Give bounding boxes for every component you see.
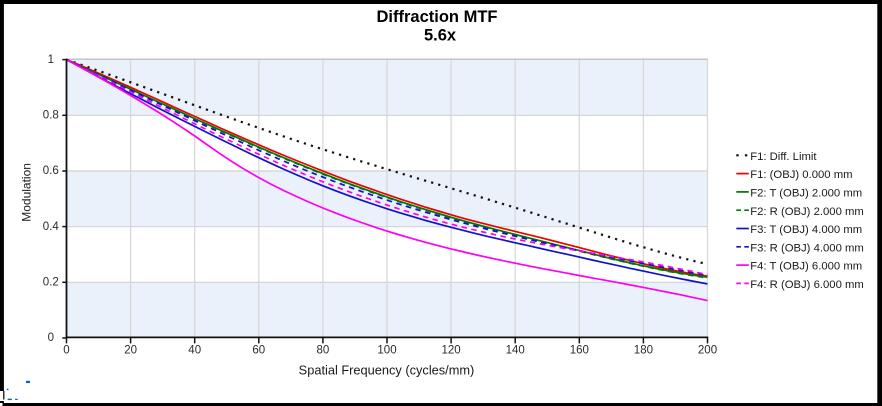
svg-text:Modulation: Modulation — [20, 163, 34, 222]
svg-text:F1: (OBJ) 0.000 mm: F1: (OBJ) 0.000 mm — [750, 169, 852, 181]
svg-text:0: 0 — [48, 332, 54, 344]
svg-text:200: 200 — [698, 344, 717, 356]
svg-text:F3: T (OBJ) 4.000 mm: F3: T (OBJ) 4.000 mm — [750, 224, 862, 236]
svg-text:5.6x: 5.6x — [424, 27, 457, 45]
svg-text:60: 60 — [252, 344, 265, 356]
svg-text:F1: Diff. Limit: F1: Diff. Limit — [750, 151, 817, 163]
svg-text:0: 0 — [63, 344, 69, 356]
svg-text:0.8: 0.8 — [43, 110, 59, 122]
svg-text:120: 120 — [442, 344, 461, 356]
svg-text:F2: T (OBJ) 2.000 mm: F2: T (OBJ) 2.000 mm — [750, 188, 862, 200]
svg-text:F2: R (OBJ) 2.000 mm: F2: R (OBJ) 2.000 mm — [750, 206, 864, 218]
svg-text:20: 20 — [124, 344, 137, 356]
svg-text:F3: R (OBJ) 4.000 mm: F3: R (OBJ) 4.000 mm — [750, 242, 864, 254]
svg-text:40: 40 — [188, 344, 201, 356]
svg-text:100: 100 — [377, 344, 396, 356]
svg-text:0.4: 0.4 — [43, 221, 60, 233]
svg-text:0.2: 0.2 — [43, 277, 59, 289]
svg-text:F4: R (OBJ) 6.000 mm: F4: R (OBJ) 6.000 mm — [750, 279, 864, 291]
svg-text:160: 160 — [570, 344, 589, 356]
svg-text:1: 1 — [48, 54, 54, 66]
svg-text:Spatial Frequency (cycles/mm): Spatial Frequency (cycles/mm) — [299, 363, 475, 378]
svg-text:180: 180 — [634, 344, 653, 356]
svg-text:140: 140 — [506, 344, 525, 356]
svg-text:80: 80 — [317, 344, 330, 356]
svg-text:Diffraction MTF: Diffraction MTF — [377, 8, 498, 26]
svg-text:F4: T (OBJ) 6.000 mm: F4: T (OBJ) 6.000 mm — [750, 261, 862, 273]
svg-text:0.6: 0.6 — [43, 165, 59, 177]
